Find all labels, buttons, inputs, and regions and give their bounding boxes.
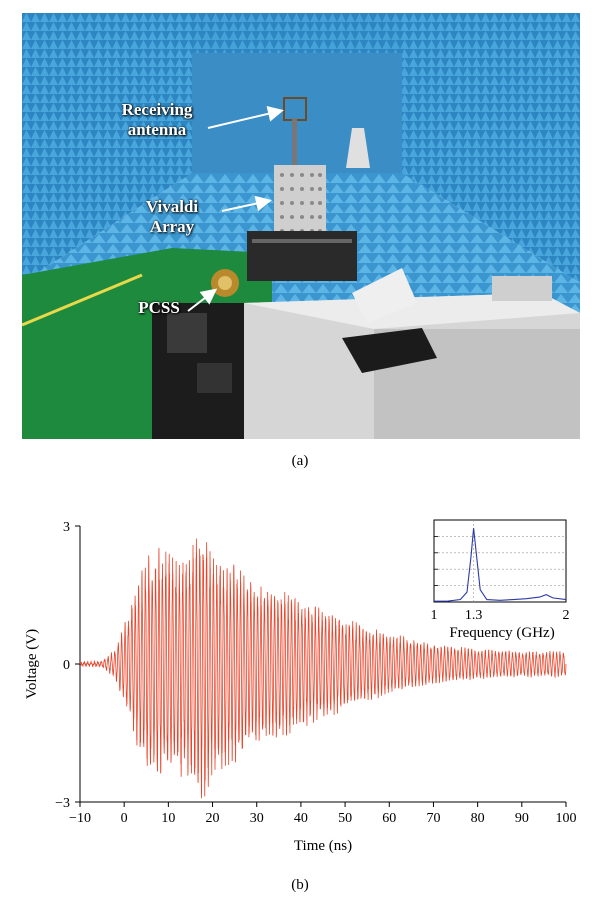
inset-x-tick-label: 2	[563, 608, 570, 623]
y-tick-label: −3	[55, 796, 70, 811]
vivaldi-array-label: Vivaldi Array	[128, 197, 216, 237]
spectrum-series	[434, 528, 567, 602]
x-tick-label: 20	[206, 811, 220, 826]
x-tick-label: 10	[161, 811, 175, 826]
vivaldi-array-label-line2: Array	[149, 217, 195, 236]
pcss-label: PCSS	[138, 298, 180, 317]
frequency-inset: 1 1.3 2 Frequency (GHz)	[431, 519, 570, 641]
receiving-antenna-arrow	[207, 105, 284, 129]
x-tick-label: 50	[338, 811, 352, 826]
x-tick-label: 30	[250, 811, 264, 826]
inset-frame	[433, 519, 567, 603]
receiving-antenna-label-line1: Receiving	[121, 100, 193, 119]
inset-x-ticks: 1 1.3 2	[431, 608, 570, 623]
x-tick-label: 40	[294, 811, 308, 826]
pcss-arrow	[187, 288, 218, 312]
vivaldi-array-label-line1: Vivaldi	[145, 197, 199, 216]
y-axis-title: Voltage (V)	[24, 629, 40, 699]
x-tick-label: 90	[515, 811, 529, 826]
x-tick-label: −10	[69, 811, 91, 826]
voltage-line	[79, 538, 567, 799]
y-axis-ticks: −3 0 3	[55, 520, 80, 811]
label-arrows	[187, 105, 284, 312]
x-tick-label: 70	[426, 811, 440, 826]
panel-b-caption: (b)	[291, 877, 309, 893]
voltage-time-chart: −10 0 10 20 30 40 50 60 70 80 90 100 −3 0 3 Time (ns)…	[24, 519, 577, 854]
x-tick-label: 60	[382, 811, 396, 826]
receiving-antenna-label: Receiving antenna	[109, 100, 205, 140]
x-tick-label: 100	[556, 811, 577, 826]
y-tick-label: 0	[63, 658, 70, 673]
inset-grid	[433, 519, 567, 603]
inset-x-tick-label: 1.3	[465, 608, 483, 623]
spectrum-line	[434, 528, 567, 602]
x-tick-label: 0	[121, 811, 128, 826]
vivaldi-array-arrow	[221, 195, 272, 212]
anechoic-chamber-photo: Receiving antenna Vivaldi Array PCSS	[22, 13, 580, 439]
y-tick-label: 3	[63, 520, 70, 535]
voltage-series	[79, 538, 567, 799]
inset-x-axis-title: Frequency (GHz)	[449, 625, 554, 641]
x-tick-label: 80	[471, 811, 485, 826]
panel-a-caption: (a)	[291, 453, 309, 469]
photo-illustration	[22, 13, 580, 439]
x-axis-title: Time (ns)	[294, 838, 352, 854]
receiving-antenna-label-line2: antenna	[127, 120, 187, 139]
inset-x-tick-label: 1	[431, 608, 438, 623]
x-axis-ticks: −10 0 10 20 30 40 50 60 70 80 90 100	[69, 802, 577, 826]
